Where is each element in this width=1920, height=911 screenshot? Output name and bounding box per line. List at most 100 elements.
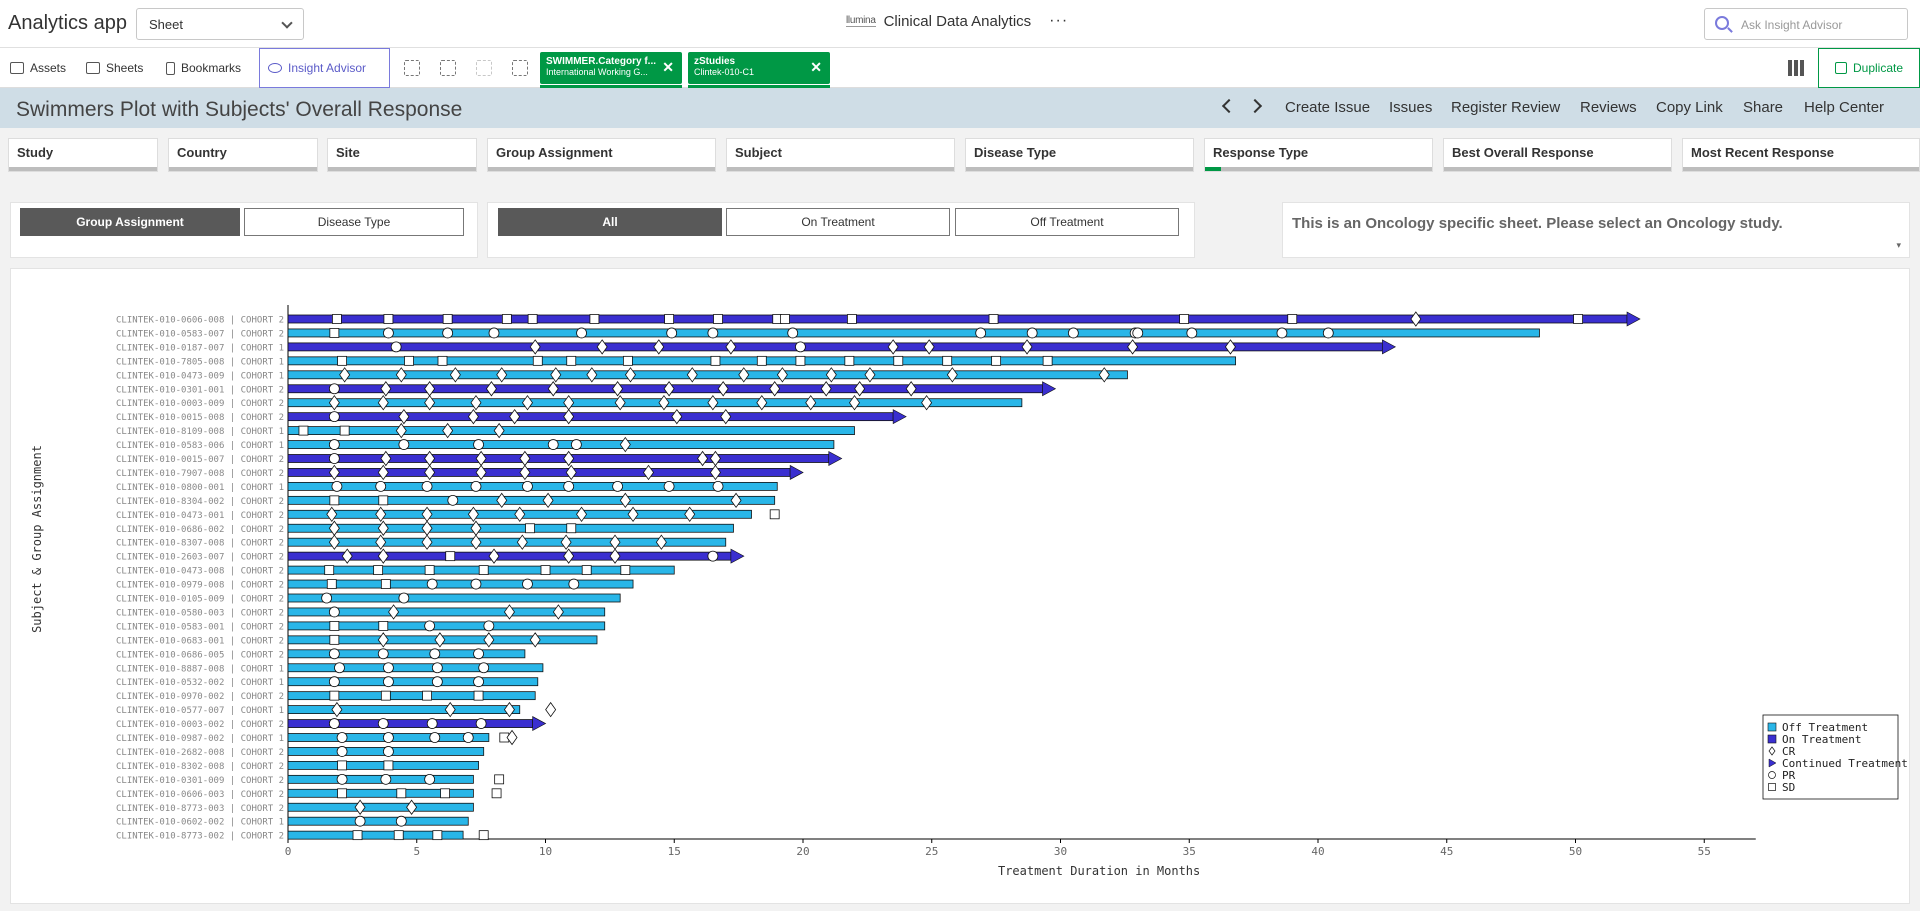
cr-marker [612,381,624,397]
insight-search-input[interactable]: Ask Insight Advisor [1704,8,1908,40]
filter-label: Best Overall Response [1452,145,1594,160]
pr-marker [398,592,410,604]
cr-marker [709,450,721,467]
bookmark-icon [166,61,175,75]
filter-site[interactable]: Site [327,138,477,172]
close-icon[interactable]: ✕ [662,59,674,75]
chip-bar [688,85,830,88]
cr-marker [380,381,392,397]
filter-best-overall-response[interactable]: Best Overall Response [1443,138,1672,172]
sd-marker [324,565,335,576]
pr-marker [395,815,407,827]
cr-marker [496,367,508,383]
filter-study[interactable]: Study [8,138,158,172]
sd-marker [378,495,389,506]
sd-marker [380,579,391,589]
disease-type-button[interactable]: Disease Type [244,208,464,236]
pr-marker [1322,327,1334,339]
cr-marker [398,408,410,425]
all-button[interactable]: All [498,208,722,236]
pr-marker [712,480,724,492]
sd-marker [525,523,535,534]
filter-country[interactable]: Country [168,138,318,172]
legend-entry: Continued Treatment [1782,757,1908,770]
on-treatment-button[interactable]: On Treatment [726,208,950,236]
legend-cr-marker [1768,746,1776,756]
sd-marker [393,830,404,841]
sd-marker [329,634,340,645]
x-tick-label: 30 [1054,845,1067,858]
step-forward-icon[interactable] [476,60,492,76]
subject-label: CLINTEK-010-2603-007 | COHORT 2 [116,553,284,563]
sd-marker [424,565,435,576]
sheet-select[interactable]: Sheet [136,8,304,40]
pr-marker [568,578,580,590]
sd-marker [501,314,512,324]
subject-label: CLINTEK-010-0583-006 | COHORT 1 [116,441,284,451]
bookmarks-button[interactable]: Bookmarks [158,48,249,88]
assets-button[interactable]: Assets [2,48,74,88]
clear-selections-icon[interactable] [512,60,528,76]
more-options-icon[interactable]: ··· [1049,12,1069,29]
x-tick-label: 15 [668,845,681,858]
duplicate-button[interactable]: Duplicate [1818,48,1920,88]
off-treatment-button[interactable]: Off Treatment [955,208,1179,236]
create-issue-link[interactable]: Create Issue [1285,99,1371,116]
cr-marker [467,408,479,425]
continued-treatment-arrow [892,409,907,425]
register-review-link[interactable]: Register Review [1451,99,1561,116]
reviews-link[interactable]: Reviews [1580,99,1637,116]
previous-sheet-icon[interactable] [1221,98,1237,114]
filter-bar-indicator [1205,167,1432,171]
pr-marker [462,732,474,743]
filter-bar-indicator [488,167,715,171]
continued-treatment-arrow [1042,381,1057,397]
issues-link[interactable]: Issues [1389,99,1433,116]
pr-marker [470,480,482,492]
sd-marker [337,788,347,799]
subject-label: CLINTEK-010-0105-009 | COHORT 2 [116,595,284,605]
selection-chip-zstudies[interactable]: zStudies Clintek-010-C1 ✕ [688,52,830,88]
cr-marker [377,548,389,564]
treatment-bar [287,579,634,589]
expand-icon[interactable]: ▾ [1896,240,1901,250]
sd-marker [473,690,484,701]
group-assignment-button[interactable]: Group Assignment [20,208,240,236]
insight-advisor-button[interactable]: Insight Advisor [259,48,390,88]
cr-marker [424,381,436,397]
filter-subject[interactable]: Subject [726,138,955,172]
cr-marker [506,729,518,746]
help-center-link[interactable]: Help Center [1804,99,1885,116]
step-back-icon[interactable] [440,60,456,76]
cr-marker [488,548,500,564]
selection-chip-swimmer[interactable]: SWIMMER.Category f... International Work… [540,52,682,88]
sd-marker [566,523,577,534]
duplicate-icon [1834,62,1847,74]
filter-disease-type[interactable]: Disease Type [965,138,1194,172]
share-link[interactable]: Share [1743,99,1784,116]
cr-marker [503,604,515,620]
legend-box [1762,714,1899,800]
legend-entry: PR [1782,769,1796,782]
sheets-button[interactable]: Sheets [78,48,151,88]
subject-label: CLINTEK-010-8109-008 | COHORT 1 [116,427,284,437]
cr-marker [444,701,456,718]
copy-link-link[interactable]: Copy Link [1656,99,1723,116]
sd-marker [942,355,953,366]
pr-marker [380,773,392,785]
filter-group-assignment[interactable]: Group Assignment [487,138,716,172]
pr-marker [328,453,340,464]
pr-marker [1026,327,1038,339]
chevron-down-icon [281,17,293,29]
subject-label: CLINTEK-010-0686-005 | COHORT 2 [116,650,284,660]
grid-icon[interactable] [1788,60,1804,76]
close-icon[interactable]: ✕ [810,59,822,75]
subject-label: CLINTEK-010-0187-007 | COHORT 1 [116,343,284,353]
treatment-bar [287,342,1383,352]
brand-logo: llumina [846,15,876,27]
cr-marker [769,381,781,397]
smart-search-icon[interactable] [404,60,420,76]
filter-most-recent-response[interactable]: Most Recent Response [1682,138,1920,172]
next-sheet-icon[interactable] [1247,98,1263,114]
filter-response-type[interactable]: Response Type [1204,138,1433,172]
